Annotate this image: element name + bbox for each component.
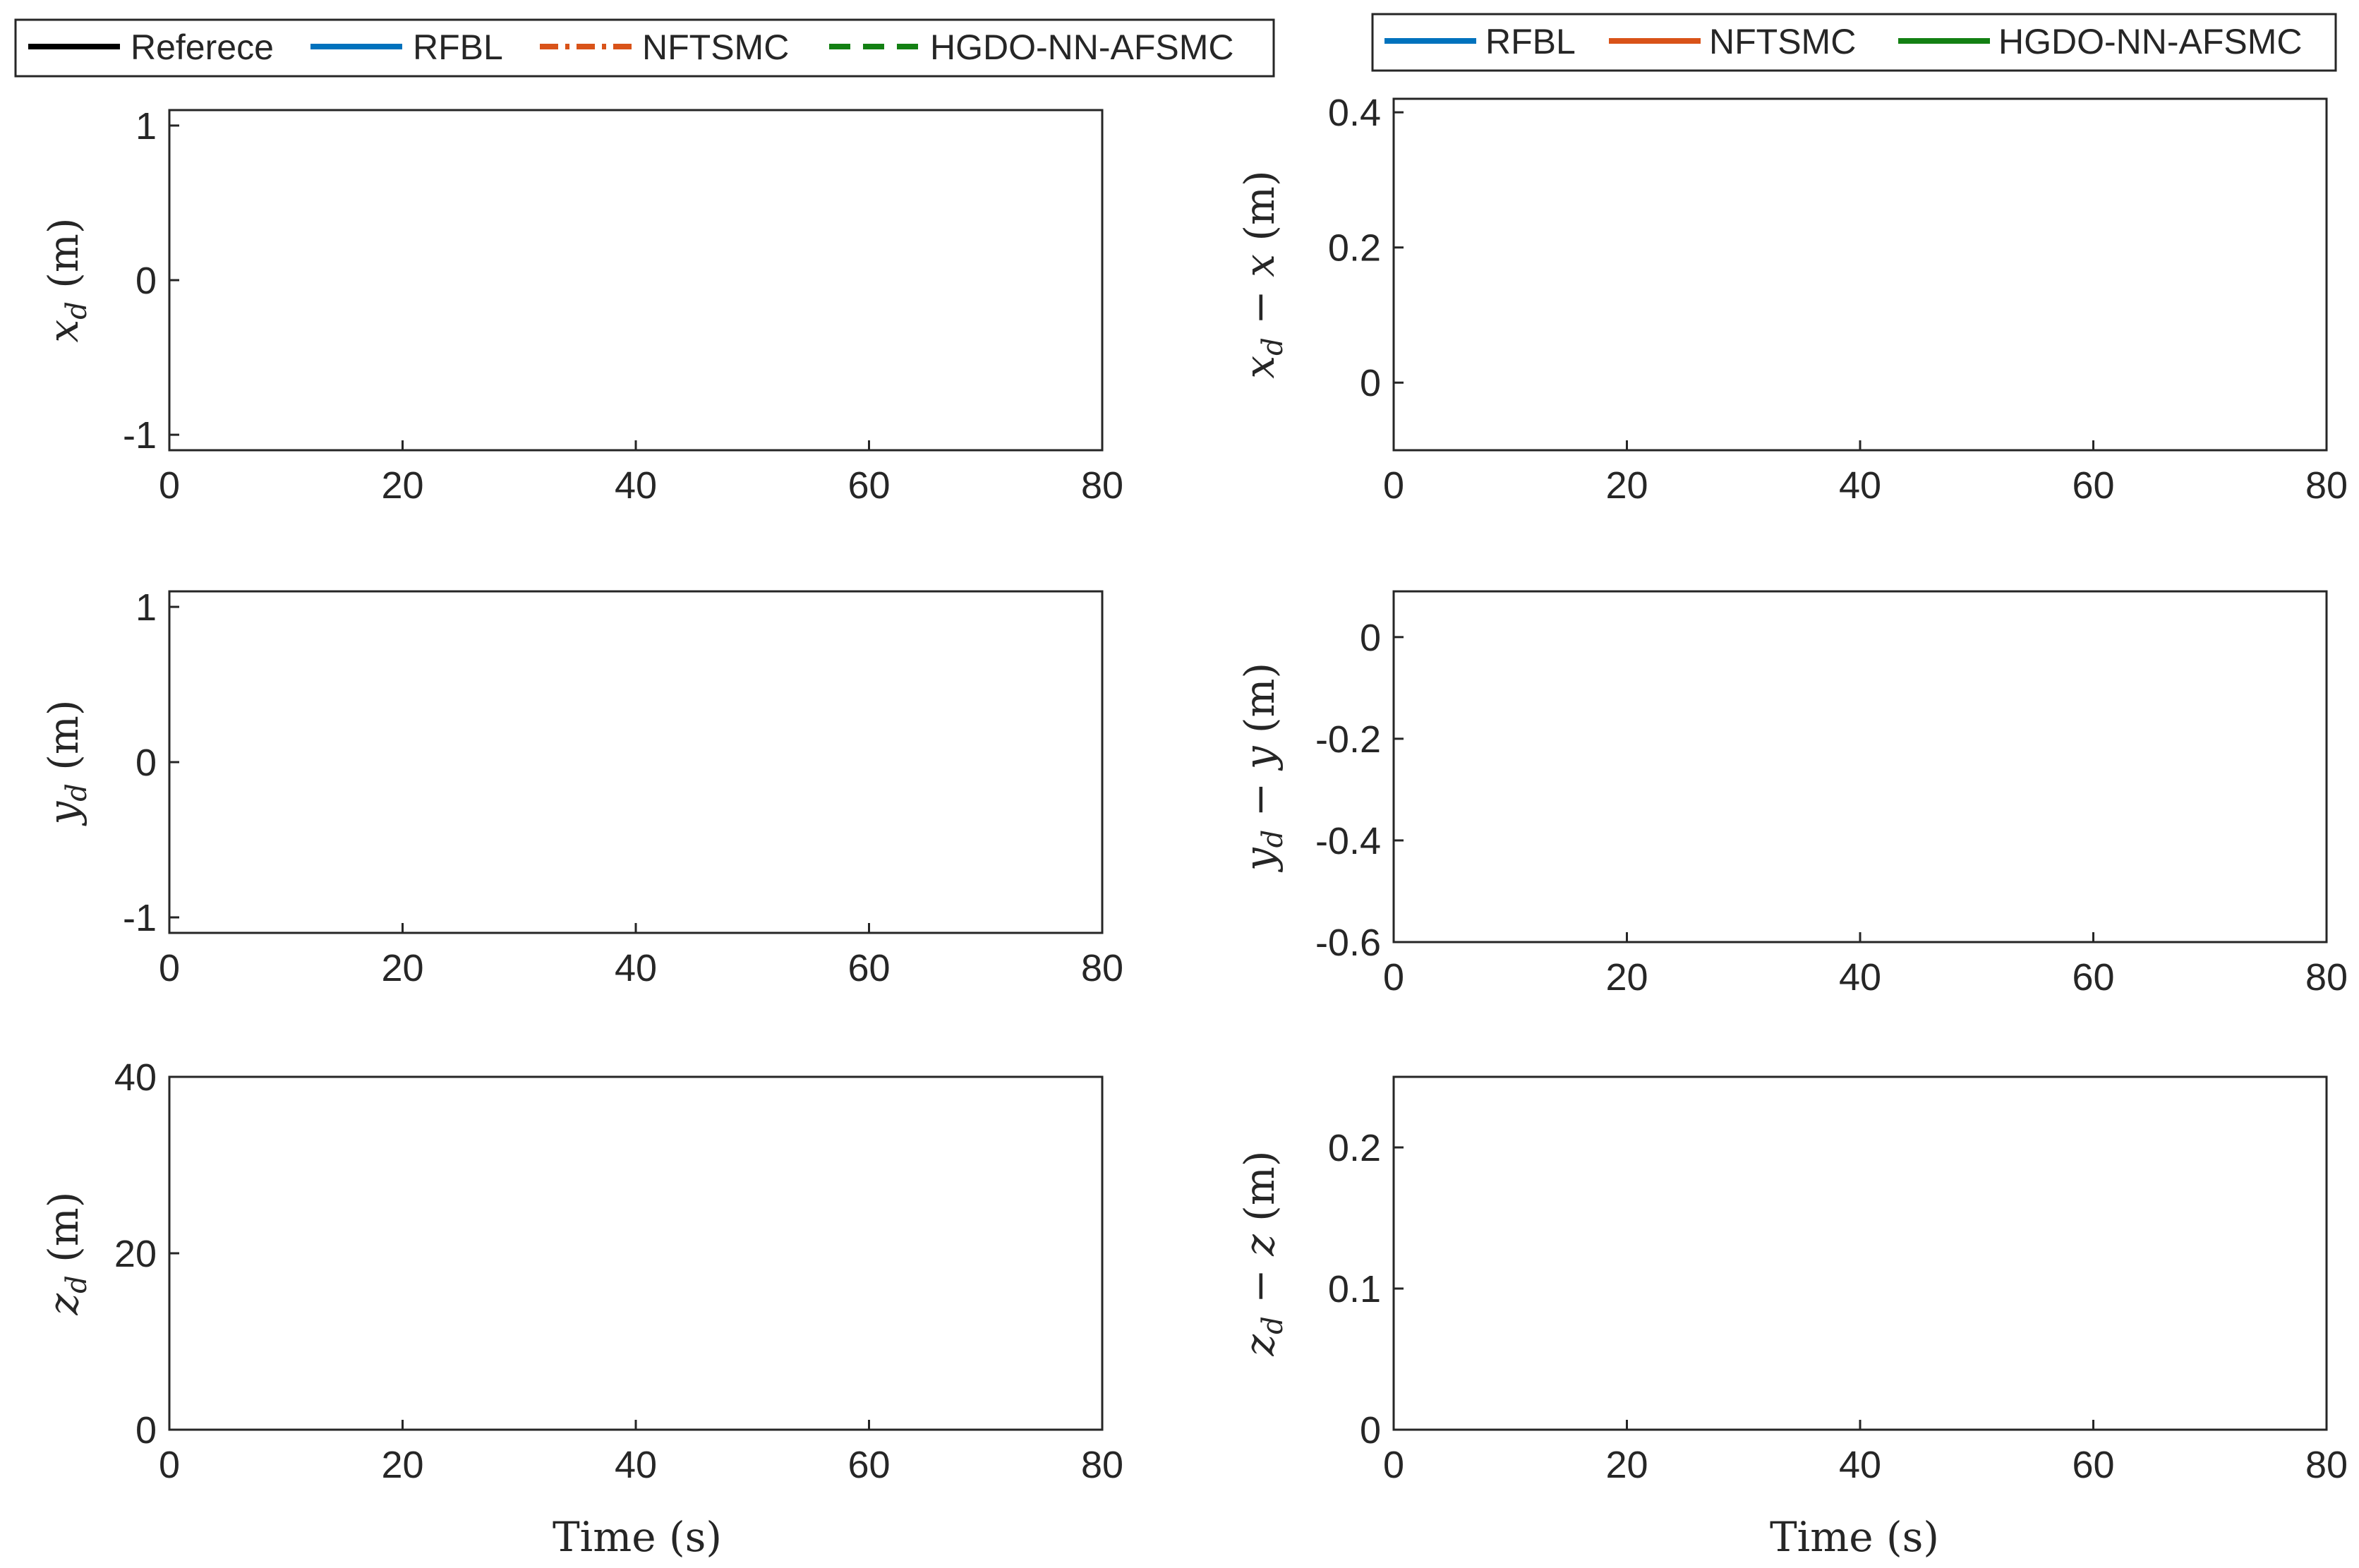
- y-tick-label: -0.4: [1315, 820, 1381, 862]
- legend-left-box: [14, 18, 1275, 78]
- y-axis-label: xd (m): [40, 217, 93, 342]
- subplot-x-error: 0 20 40 60 80 0 0.2 0.4 xd − x (m): [1236, 92, 2348, 507]
- x-tick-label: 40: [1839, 1444, 1881, 1486]
- y-tick-label: 20: [114, 1233, 157, 1275]
- axes-frame: [168, 109, 1104, 452]
- legend-right: RFBL NFTSMC HGDO-NN-AFSMC: [1371, 13, 2337, 72]
- y-tick-label: 0.2: [1328, 1127, 1381, 1169]
- x-tick-label: 80: [2305, 956, 2348, 999]
- y-axis-label: zd − z (m): [1236, 1151, 1289, 1357]
- x-tick-label: 0: [159, 464, 180, 507]
- legend-label-reference: Referece: [131, 28, 274, 67]
- xlabel-right: Time (s): [1770, 1513, 1939, 1561]
- x-tick-label: 60: [2072, 1444, 2114, 1486]
- legend-right-box: [1371, 13, 2337, 72]
- legend-right-label-hgdo: HGDO-NN-AFSMC: [1998, 22, 2303, 61]
- x-tick-label: 80: [1081, 1444, 1123, 1486]
- x-tick-label: 60: [847, 1444, 890, 1486]
- x-tick-label: 60: [847, 464, 890, 507]
- x-tick-label: 40: [1839, 464, 1881, 507]
- y-tick-label: 0: [1360, 617, 1381, 659]
- subplot-z-error: 0 20 40 60 80 0 0.1 0.2 zd − z (m): [1236, 1075, 2348, 1486]
- subplot-z-tracking: 0 20 40 60 80 0 20 40 zd (m): [40, 1056, 1123, 1486]
- legend-label-hgdo: HGDO-NN-AFSMC: [930, 28, 1234, 67]
- y-tick-label: 1: [135, 105, 157, 147]
- y-tick-label: 0: [135, 260, 157, 302]
- legend-label-rfbl: RFBL: [413, 28, 503, 67]
- legend-label-nftsmc: NFTSMC: [642, 28, 789, 67]
- y-tick-label: -1: [123, 414, 157, 457]
- y-axis-label: yd (m): [40, 699, 93, 826]
- y-axis-label: zd (m): [40, 1192, 93, 1316]
- x-tick-label: 80: [2305, 464, 2348, 507]
- x-tick-label: 60: [2072, 956, 2114, 999]
- x-tick-label: 20: [1605, 956, 1648, 999]
- y-tick-label: 1: [135, 586, 157, 629]
- x-tick-label: 0: [159, 1444, 180, 1486]
- x-tick-label: 80: [1081, 947, 1123, 989]
- subplot-y-error: 0 20 40 60 80 -0.6 -0.4 -0.2 0 yd − y (m): [1236, 590, 2348, 999]
- x-tick-label: 0: [1383, 1444, 1404, 1486]
- x-tick-label: 20: [381, 947, 423, 989]
- x-tick-label: 20: [381, 1444, 423, 1486]
- axes-frame: [1392, 97, 2328, 452]
- x-tick-label: 0: [159, 947, 180, 989]
- y-tick-label: 0: [135, 742, 157, 784]
- y-tick-label: -0.6: [1315, 922, 1381, 964]
- x-tick-label: 60: [847, 947, 890, 989]
- y-tick-label: -0.2: [1315, 718, 1381, 761]
- y-axis-label: xd − x (m): [1236, 170, 1289, 378]
- y-tick-label: 0: [1360, 362, 1381, 404]
- x-tick-label: 20: [1605, 1444, 1648, 1486]
- x-tick-label: 80: [2305, 1444, 2348, 1486]
- x-tick-label: 40: [615, 464, 657, 507]
- axes-frame: [168, 590, 1104, 934]
- x-tick-label: 40: [1839, 956, 1881, 999]
- axes-frame: [1392, 590, 2328, 943]
- y-tick-label: 0.1: [1328, 1268, 1381, 1310]
- legend-right-label-rfbl: RFBL: [1485, 22, 1576, 61]
- axes-frame: [168, 1075, 1104, 1431]
- legend-left: Referece RFBL NFTSMC HGDO-NN-AFSMC: [14, 18, 1275, 78]
- axes-frame: [1392, 1075, 2328, 1431]
- x-tick-label: 40: [615, 947, 657, 989]
- x-tick-label: 20: [1605, 464, 1648, 507]
- y-tick-label: -1: [123, 897, 157, 939]
- y-tick-label: 0.2: [1328, 227, 1381, 270]
- xlabel-left: Time (s): [553, 1513, 722, 1561]
- x-tick-label: 20: [381, 464, 423, 507]
- x-tick-label: 80: [1081, 464, 1123, 507]
- y-axis-label: yd − y (m): [1236, 663, 1289, 873]
- x-tick-label: 60: [2072, 464, 2114, 507]
- y-tick-label: 0: [135, 1409, 157, 1452]
- y-tick-label: 0: [1360, 1409, 1381, 1452]
- x-tick-label: 0: [1383, 956, 1404, 999]
- y-tick-label: 0.4: [1328, 92, 1381, 134]
- x-tick-label: 40: [615, 1444, 657, 1486]
- x-tick-label: 0: [1383, 464, 1404, 507]
- y-tick-label: 40: [114, 1056, 157, 1099]
- legend-right-label-nftsmc: NFTSMC: [1709, 22, 1856, 61]
